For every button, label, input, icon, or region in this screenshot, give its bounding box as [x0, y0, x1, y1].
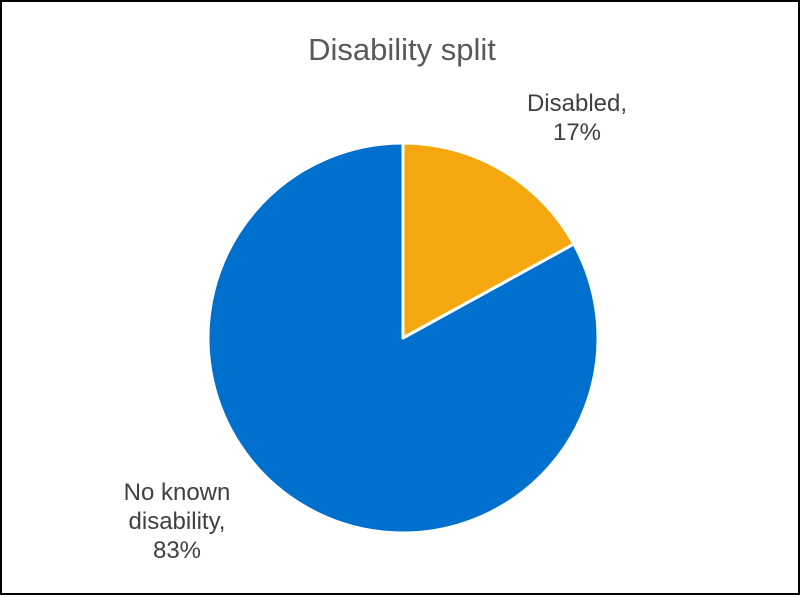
data-label-disabled-category: Disabled, [526, 90, 628, 117]
data-label-no-known-disability-category-line2: disability, [128, 508, 226, 535]
data-label-no-known-disability: No known disability, 83% [82, 478, 272, 565]
data-label-disabled-value: 17% [552, 119, 602, 146]
pie-slice-no-known-disability [206, 141, 600, 535]
pie-slice-disabled [401, 141, 576, 340]
chart-title: Disability split [308, 32, 496, 67]
data-label-no-known-disability-value: 83% [152, 537, 202, 564]
data-label-disabled: Disabled, 17% [502, 89, 652, 147]
data-label-no-known-disability-category-line1: No known [123, 479, 231, 506]
